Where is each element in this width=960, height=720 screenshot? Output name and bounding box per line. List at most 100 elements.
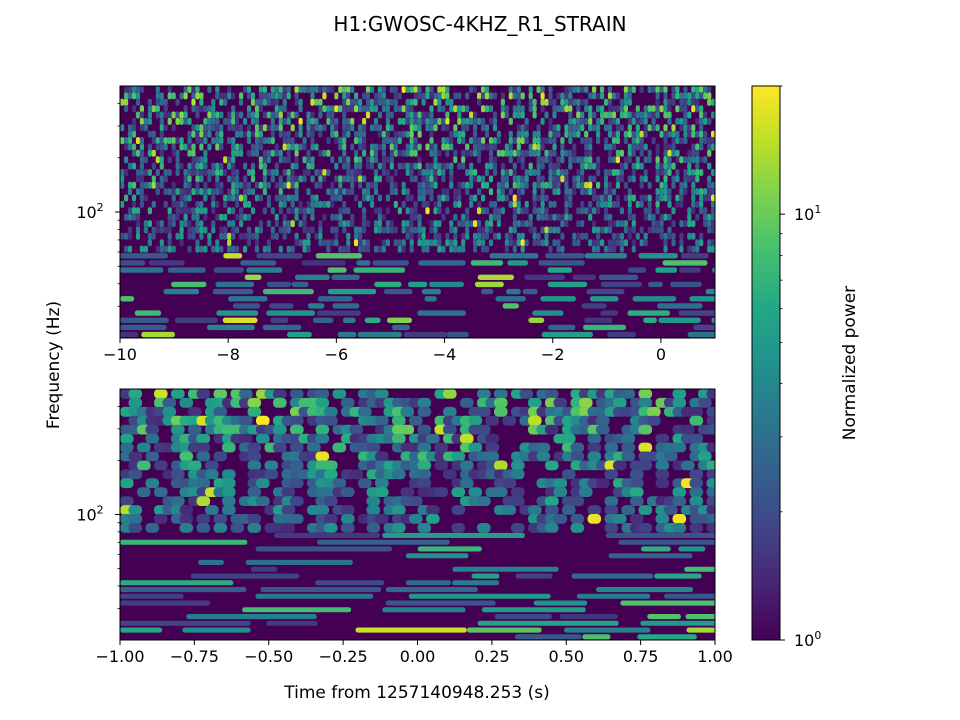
heatmap-cell xyxy=(516,98,521,106)
heatmap-cell xyxy=(691,105,696,113)
heatmap-cell xyxy=(584,181,589,189)
colorbar-tick-label: 100 xyxy=(794,629,821,650)
heatmap-cell xyxy=(219,181,224,189)
heatmap-cell xyxy=(262,124,267,132)
heatmap-cell xyxy=(219,92,224,100)
heatmap-cell xyxy=(286,86,291,93)
heatmap-cell xyxy=(425,245,430,253)
heatmap-cell xyxy=(600,281,642,288)
heatmap-cell xyxy=(572,274,597,280)
heatmap-cell xyxy=(504,149,509,157)
heatmap-cell xyxy=(556,105,561,113)
heatmap-cell xyxy=(179,220,184,228)
heatmap-cell xyxy=(350,143,355,151)
heatmap-cell xyxy=(570,523,585,533)
heatmap-cell xyxy=(421,200,426,208)
heatmap-cell xyxy=(124,245,129,253)
heatmap-cell xyxy=(605,532,715,538)
heatmap-cell xyxy=(338,181,343,189)
heatmap-cell xyxy=(377,226,382,234)
heatmap-cell xyxy=(615,200,620,208)
heatmap-cell xyxy=(465,188,470,196)
heatmap-cell xyxy=(358,162,363,170)
heatmap-cell xyxy=(496,232,501,240)
heatmap-cell xyxy=(346,169,351,176)
heatmap-cell xyxy=(691,149,696,157)
heatmap-cell xyxy=(298,200,303,208)
heatmap-cell xyxy=(167,92,172,100)
heatmap-cell xyxy=(409,239,414,247)
heatmap-cell xyxy=(318,175,323,183)
heatmap-cell xyxy=(254,111,260,119)
heatmap-cell xyxy=(127,226,133,234)
heatmap-cell xyxy=(124,86,129,93)
heatmap-cell xyxy=(151,226,156,234)
heatmap-cell xyxy=(171,143,176,151)
heatmap-cell xyxy=(639,130,644,138)
heatmap-cell xyxy=(488,239,494,247)
heatmap-cell xyxy=(196,433,211,444)
heatmap-cell xyxy=(243,213,248,221)
heatmap-cell xyxy=(298,86,303,93)
heatmap-cell xyxy=(603,207,609,215)
heatmap-cell xyxy=(655,433,670,444)
heatmap-cell xyxy=(663,86,668,93)
heatmap-cell xyxy=(159,98,164,106)
heatmap-cell xyxy=(421,175,426,183)
heatmap-cell xyxy=(485,442,500,453)
heatmap-cell xyxy=(477,239,482,247)
heatmap-cell xyxy=(556,226,561,234)
heatmap-cell xyxy=(667,169,672,176)
heatmap-cell xyxy=(699,239,704,247)
heatmap-cell xyxy=(699,194,704,202)
heatmap-cell xyxy=(187,226,192,234)
heatmap-cell xyxy=(147,130,152,138)
heatmap-cell xyxy=(274,162,279,170)
heatmap-cell xyxy=(179,194,184,202)
heatmap-cell xyxy=(243,181,248,189)
heatmap-cell xyxy=(377,124,382,132)
heatmap-cell xyxy=(615,220,620,228)
heatmap-cell xyxy=(195,188,200,196)
heatmap-cell xyxy=(199,130,204,138)
heatmap-cell xyxy=(282,226,287,234)
heatmap-cell xyxy=(552,188,557,196)
heatmap-cell xyxy=(481,143,486,151)
heatmap-cell xyxy=(373,143,379,151)
heatmap-cell xyxy=(437,200,442,208)
heatmap-cell xyxy=(227,162,232,170)
heatmap-cell xyxy=(540,194,545,202)
heatmap-cell xyxy=(135,169,141,176)
heatmap-cell xyxy=(393,98,398,106)
heatmap-cell xyxy=(544,137,549,145)
heatmap-cell xyxy=(544,156,549,164)
heatmap-cell xyxy=(290,245,295,253)
heatmap-cell xyxy=(548,175,553,183)
heatmap-cell xyxy=(127,86,133,93)
heatmap-cell xyxy=(421,111,426,119)
heatmap-cell xyxy=(377,86,382,93)
heatmap-cell xyxy=(247,406,262,417)
heatmap-cell xyxy=(274,105,279,113)
heatmap-cell xyxy=(707,226,712,234)
heatmap-cell xyxy=(572,232,577,240)
heatmap-cell xyxy=(484,207,490,215)
heatmap-cell xyxy=(655,149,660,157)
heatmap-cell xyxy=(401,181,406,189)
heatmap-cell xyxy=(310,156,315,164)
heatmap-cell xyxy=(429,169,434,176)
heatmap-cell xyxy=(607,188,613,196)
heatmap-cell xyxy=(183,86,188,93)
heatmap-cell xyxy=(211,162,216,170)
heatmap-cell xyxy=(685,614,715,620)
heatmap-cell xyxy=(139,181,144,189)
heatmap-cell xyxy=(553,514,568,524)
heatmap-cell xyxy=(433,220,438,228)
heatmap-cell xyxy=(322,86,327,93)
heatmap-cell xyxy=(373,105,379,113)
heatmap-cell xyxy=(365,220,371,228)
heatmap-cell xyxy=(663,111,668,119)
heatmap-cell xyxy=(679,105,684,113)
heatmap-cell xyxy=(346,130,351,138)
heatmap-cell xyxy=(266,181,271,189)
